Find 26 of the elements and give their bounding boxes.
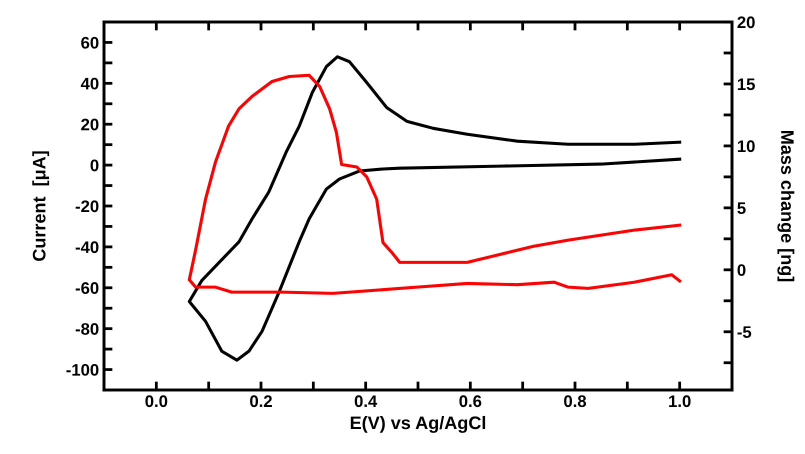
y2-tick-label: 5 [737,202,746,214]
y-tick-label: 20 [81,118,98,130]
line-series [188,74,682,295]
x-tick-label: 0.6 [459,395,482,408]
y-tick-label: 60 [81,36,98,49]
y-tick-label: -40 [76,241,98,254]
y-tick-label: -80 [76,323,98,335]
x-tick-label: 0.2 [250,395,272,408]
x-axis-title: E(V) vs Ag/AgCl [350,416,486,433]
y2-tick-label: 15 [738,78,755,90]
y-tick-label: -100 [66,364,98,376]
y2-tick-label: -5 [738,326,752,338]
x-tick-label: 0.0 [145,395,168,408]
y-tick-label: -60 [76,282,98,294]
x-tick-label: 0.8 [564,395,586,408]
y2-axis-title: Mass change [ng] [777,130,794,282]
y-axis-title: Current [μA] [32,151,50,261]
y2-tick-label: 20 [737,16,755,28]
x-tick-label: 0.4 [354,395,378,408]
y-tick-label: 0 [90,160,98,172]
line-series [188,55,682,362]
y2-tick-label: 10 [738,140,755,152]
x-tick-label: 1.0 [669,395,691,408]
y-tick-label: 40 [80,78,98,90]
y2-tick-label: 0 [738,264,746,276]
y-tick-label: -20 [76,200,98,212]
